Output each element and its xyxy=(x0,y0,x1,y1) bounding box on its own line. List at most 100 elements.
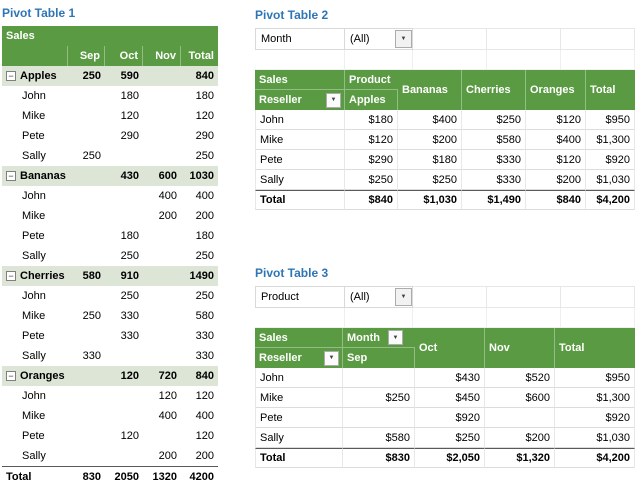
row-label: Sally xyxy=(22,250,46,262)
value-cell-bananas: $250 xyxy=(398,170,462,190)
value-cell-nov xyxy=(143,426,181,446)
value-cell-sep xyxy=(68,186,105,206)
row-label-cell: − Pete xyxy=(2,426,68,446)
empty-grid-cell xyxy=(255,308,345,328)
value-cell-nov: 600 xyxy=(143,166,181,186)
month-field-dropdown-icon[interactable]: ▼ xyxy=(387,330,403,345)
column-header-nov: Nov xyxy=(485,328,555,368)
value-cell-sep xyxy=(68,426,105,446)
value-cell-sep xyxy=(68,386,105,406)
column-header-total: Total xyxy=(555,328,635,368)
value-cell-oct: 910 xyxy=(105,266,143,286)
row-label-cell: − Total xyxy=(2,466,68,486)
value-cell-sep: $830 xyxy=(343,448,415,468)
column-header-oct: Oct xyxy=(105,46,143,66)
value-cell-sep: 250 xyxy=(68,66,105,86)
value-cell-sep xyxy=(343,408,415,428)
value-cell-oct xyxy=(105,146,143,166)
value-cell-bananas: $1,030 xyxy=(398,190,462,210)
row-label-cell: Pete xyxy=(255,408,343,428)
value-cell-nov: $520 xyxy=(485,368,555,388)
value-cell-nov xyxy=(143,326,181,346)
collapse-icon[interactable]: − xyxy=(6,271,16,281)
product-filter-row: Product (All) ▼ xyxy=(255,286,635,308)
value-cell-nov xyxy=(143,346,181,366)
value-cell-nov: 400 xyxy=(158,410,177,422)
value-cell-nov xyxy=(485,408,555,428)
row-label-cell: Total xyxy=(255,190,345,210)
filter-field-label-cell: Product xyxy=(255,286,345,308)
empty-grid-cell xyxy=(561,286,635,308)
value-cell-bananas: $200 xyxy=(398,130,462,150)
value-cell-total: 580 xyxy=(195,310,214,322)
value-cell-oct: 120 xyxy=(105,366,143,386)
reseller-field-cell: Reseller ▼ xyxy=(255,348,343,368)
row-label: Mike xyxy=(22,410,46,422)
filter-value-cell[interactable]: (All) ▼ xyxy=(345,28,413,50)
empty-grid-cell xyxy=(487,50,561,70)
value-cell-total: $1,030 xyxy=(555,428,635,448)
value-cell-oranges: $200 xyxy=(526,170,586,190)
value-cell-total: 400 xyxy=(195,410,214,422)
empty-grid-cell xyxy=(345,308,413,328)
collapse-icon[interactable]: − xyxy=(6,371,16,381)
value-cell-bananas: $400 xyxy=(398,110,462,130)
row-label: Sally xyxy=(22,350,46,362)
collapse-icon[interactable]: − xyxy=(6,71,16,81)
value-cell-oct: $920 xyxy=(415,408,485,428)
value-cell-total: $1,030 xyxy=(586,170,635,190)
reseller-field-dropdown-icon[interactable]: ▼ xyxy=(326,92,341,108)
row-label: Pete xyxy=(22,330,45,342)
value-cell-oranges: $120 xyxy=(526,150,586,170)
value-cell-nov xyxy=(143,226,181,246)
row-label-cell: − John xyxy=(2,86,68,106)
value-cell-sep: 330 xyxy=(82,350,101,362)
reseller-field-dropdown-icon[interactable]: ▼ xyxy=(324,350,339,366)
row-label-cell: − John xyxy=(2,186,68,206)
value-cell-oct xyxy=(105,406,143,426)
value-cell-total: $1,300 xyxy=(586,130,635,150)
value-cell-oct: 330 xyxy=(120,310,139,322)
value-cell-nov: $1,320 xyxy=(485,448,555,468)
value-cell-nov: 1320 xyxy=(143,466,181,486)
row-label-cell: − Sally xyxy=(2,446,68,466)
filter-dropdown-icon[interactable]: ▼ xyxy=(395,30,412,48)
value-cell-oct: 430 xyxy=(105,166,143,186)
value-cell-oct: $450 xyxy=(415,388,485,408)
collapse-icon[interactable]: − xyxy=(6,171,16,181)
row-label-cell: Pete xyxy=(255,150,345,170)
pivot-table-3-title: Pivot Table 3 xyxy=(255,266,329,280)
value-cell-sep xyxy=(68,126,105,146)
value-cell-sep xyxy=(68,326,105,346)
empty-grid-cell xyxy=(561,28,635,50)
value-cell-total: $1,300 xyxy=(555,388,635,408)
row-label-cell: − Pete xyxy=(2,226,68,246)
column-header-nov: Nov xyxy=(143,46,181,66)
value-cell-oranges: $400 xyxy=(526,130,586,150)
value-cell-total: 1490 xyxy=(181,266,218,286)
value-cell-cherries: $250 xyxy=(462,110,526,130)
empty-grid-cell xyxy=(345,50,413,70)
month-field-label: Month xyxy=(347,331,380,344)
value-cell-oct: $2,050 xyxy=(415,448,485,468)
row-label-cell: − Mike xyxy=(2,106,68,126)
value-cell-apples: $290 xyxy=(345,150,398,170)
spacer-grid-row xyxy=(255,50,635,70)
row-label-cell: Sally xyxy=(255,428,343,448)
filter-value: (All) xyxy=(350,33,370,45)
value-cell-cherries: $330 xyxy=(462,170,526,190)
month-field-cell: Month ▼ xyxy=(343,328,415,348)
value-cell-oct xyxy=(105,206,143,226)
filter-dropdown-icon[interactable]: ▼ xyxy=(395,288,412,306)
value-cell-sep xyxy=(68,286,105,306)
value-cell-sep: $580 xyxy=(343,428,415,448)
value-cell-total: 120 xyxy=(195,390,214,402)
row-label-cell: Mike xyxy=(255,388,343,408)
value-cell-total: 1030 xyxy=(181,166,218,186)
row-label: Pete xyxy=(22,130,45,142)
value-cell-total: 290 xyxy=(195,130,214,142)
filter-value-cell[interactable]: (All) ▼ xyxy=(345,286,413,308)
value-cell-oct: 590 xyxy=(105,66,143,86)
value-cell-oranges: $120 xyxy=(526,110,586,130)
pivot-table-2: Pivot Table 2 Month (All) ▼ Sales Produc… xyxy=(255,8,635,210)
